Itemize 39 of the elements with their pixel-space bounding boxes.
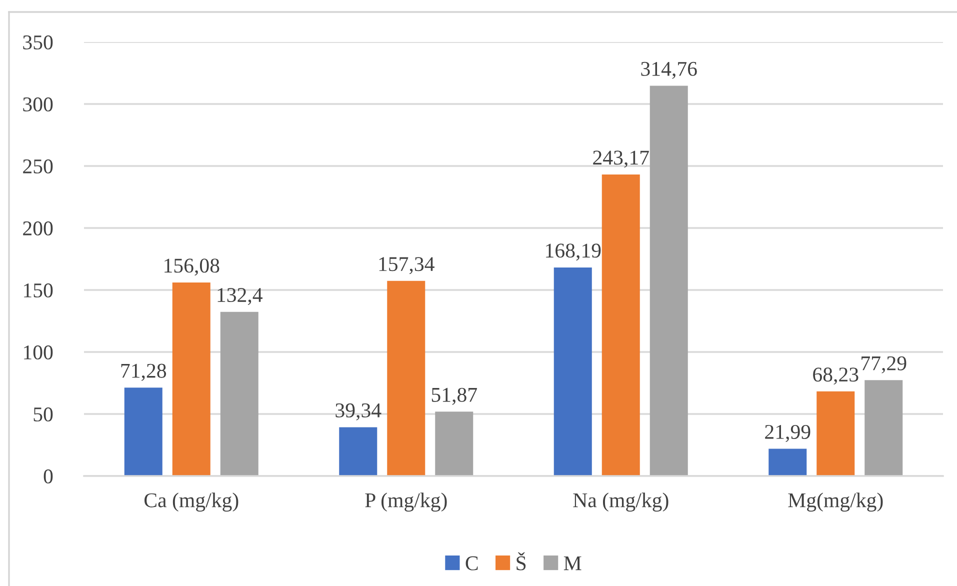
x-tick-label: Na (mg/kg)	[573, 492, 668, 512]
bar	[339, 427, 378, 476]
y-tick-label: 350	[23, 35, 53, 50]
legend-label: C	[466, 556, 478, 570]
bar	[768, 448, 807, 476]
data-label: 168,19	[546, 244, 601, 261]
bar	[816, 391, 855, 476]
data-label: 71,28	[121, 364, 166, 381]
bar	[220, 312, 258, 476]
bar	[602, 174, 640, 476]
data-label: 314,76	[641, 62, 697, 79]
bar	[864, 380, 903, 476]
bar	[172, 282, 210, 476]
data-label: 51,87	[432, 388, 477, 405]
bar	[435, 412, 474, 476]
data-label: 77,29	[862, 356, 906, 374]
bar	[554, 267, 592, 476]
data-label: 156,08	[164, 258, 220, 276]
data-label: 157,34	[379, 257, 434, 274]
legend-label: M	[564, 556, 582, 570]
bar	[650, 86, 688, 476]
y-tick-label: 0	[44, 469, 53, 484]
y-tick-label: 300	[23, 97, 53, 112]
data-label: 68,23	[813, 368, 858, 385]
x-tick-label: P (mg/kg)	[365, 492, 447, 512]
data-label: 132,4	[218, 288, 262, 306]
bar	[124, 388, 162, 476]
y-tick-label: 200	[23, 221, 53, 236]
x-tick-label: Ca (mg/kg)	[144, 492, 238, 512]
x-tick-label: Mg(mg/kg)	[788, 492, 883, 512]
legend-label: Š	[516, 552, 526, 570]
y-tick-label: 250	[23, 159, 53, 174]
y-tick-label: 50	[34, 407, 53, 422]
data-label: 243,17	[593, 150, 649, 168]
data-label: 39,34	[336, 403, 382, 420]
y-tick-label: 150	[24, 283, 53, 298]
y-tick-label: 100	[24, 345, 53, 360]
bar	[387, 280, 426, 476]
data-label: 21,99	[765, 424, 810, 442]
